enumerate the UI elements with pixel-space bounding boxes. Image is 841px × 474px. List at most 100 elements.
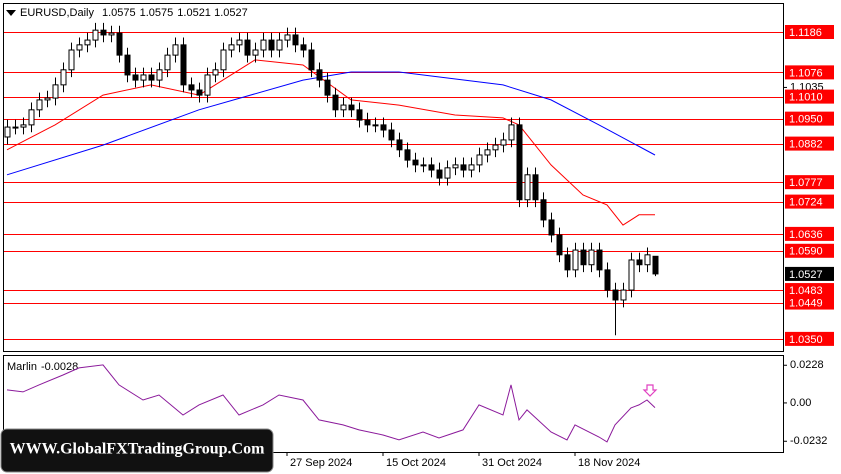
indicator-name: Marlin [7,361,37,373]
current-price-label: 1.0527 [789,269,823,281]
candle-body [116,32,123,56]
header-open: 1.0575 [102,7,136,19]
candle-body [20,124,27,128]
level-label-box [785,194,834,209]
header-low: 1.0521 [177,7,211,19]
candle-body [380,124,387,131]
candle-body [540,199,547,221]
candle-body [476,154,483,166]
main-frame [3,3,784,352]
level-label: 1.1076 [789,67,823,79]
candle-body [268,39,275,51]
candle-body [484,149,491,156]
level-label: 1.1186 [789,27,822,39]
candle-body [228,44,235,51]
candle-body [572,249,579,271]
candle-body [404,149,411,161]
candle-body [364,119,371,126]
candle-body [340,104,347,111]
candle-body [196,89,203,96]
candle-body [396,139,403,151]
candle-body [500,139,507,146]
indicator-line [6,364,656,443]
candle-body [324,79,331,96]
candle-body [292,34,299,46]
candle-body [644,254,651,266]
candle-body [604,269,611,291]
candle-body [140,74,147,81]
candle-body [260,39,267,51]
candle-body [612,289,619,301]
x-tick-label: 15 Oct 2024 [386,457,446,469]
candle-body [492,144,499,151]
signal-arrow [642,384,658,397]
candle-body [148,74,155,81]
candle-body [316,69,323,81]
x-tick-label: 31 Oct 2024 [482,457,542,469]
candle-body [12,126,19,129]
candle-body [236,39,243,46]
level-label-box [785,243,834,258]
watermark-text: WWW.GlobalFXTradingGroup.Com [10,441,266,458]
candle-body [356,109,363,121]
candle-body [452,164,459,169]
indicator-value: -0.0028 [41,361,78,373]
level-label: 1.0777 [789,177,823,189]
candle-body [100,29,107,36]
candle-body [444,167,451,179]
candle-body [164,54,171,71]
level-label: 1.0724 [789,197,823,209]
level-label: 1.0950 [789,114,823,126]
level-label-box [785,111,834,126]
candle-body [332,94,339,111]
x-tick-label: 18 Nov 2024 [578,457,640,469]
level-label-box [785,65,834,80]
candle-body [348,104,355,111]
candle-body [436,169,443,179]
candle-body [620,289,627,301]
candle-body [252,49,259,56]
candle-body [132,74,139,81]
candle-body [156,69,163,81]
indicator-header: Marlin -0.0028 [7,361,78,373]
candle-body [108,32,115,36]
candle-body [76,44,83,51]
candle-body [68,49,75,71]
candle-body [428,164,435,171]
candle-body [52,84,59,99]
level-label-box [785,175,834,190]
candle-body [548,219,555,236]
y-tick-label: 0.0228 [790,359,824,371]
candle-body [36,99,43,111]
level-label-box [785,331,834,346]
candle-body [276,39,283,51]
candle-body [524,174,531,201]
candle-body [420,164,427,167]
level-label: 1.0882 [789,139,823,151]
level-label: 1.0350 [789,334,823,346]
candle-body [44,97,51,101]
panel-menu-icon [6,10,16,16]
level-label-box [785,226,834,241]
candle-body [532,174,539,201]
candle-body [628,259,635,291]
candle-body [588,249,595,266]
candle-body [212,69,219,76]
y-tick-label: 0.00 [790,397,811,409]
candle-body [308,49,315,71]
candle-body [580,249,587,266]
symbol-title: EURUSD,Daily [20,7,94,19]
level-label-box [785,25,834,39]
candle-body [92,29,99,41]
current-price-box [785,266,834,281]
candle-body [516,124,523,201]
candle-body [652,255,659,275]
x-tick-label: 27 Sep 2024 [290,457,352,469]
average-line [6,71,656,176]
candle-body [372,124,379,127]
candle-body [172,44,179,56]
candle-body [60,69,67,86]
level-label: 1.1010 [789,92,823,104]
